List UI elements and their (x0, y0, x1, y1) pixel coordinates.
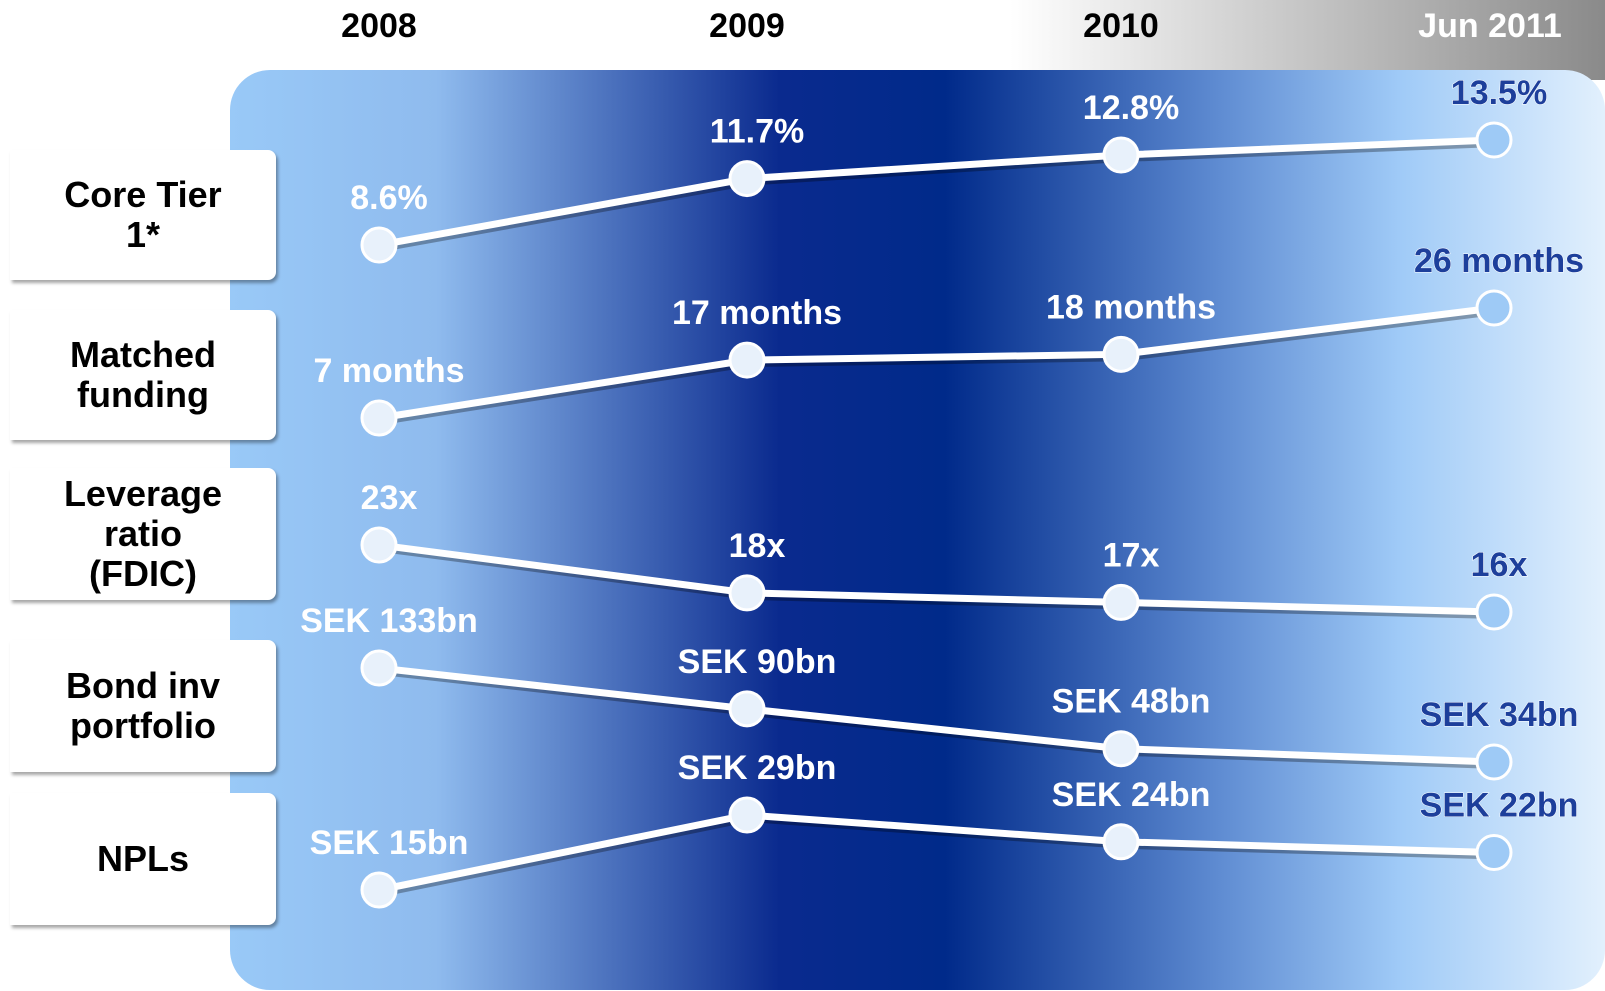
value-label: 23x (361, 479, 418, 517)
marker (360, 649, 398, 687)
panel (230, 70, 1605, 990)
marker (728, 690, 766, 728)
marker (728, 796, 766, 834)
marker (1475, 289, 1513, 327)
row-label: Leverage ratio (FDIC) (10, 468, 276, 600)
value-label: SEK 24bn (1052, 776, 1211, 814)
line (378, 304, 1495, 422)
marker (728, 160, 766, 198)
column-header: Jun 2011 (1418, 7, 1562, 45)
value-label: 8.6% (350, 179, 428, 217)
value-label: SEK 34bn (1420, 696, 1579, 734)
marker (360, 526, 398, 564)
value-label: 11.7% (710, 113, 805, 151)
background-photo (1010, 0, 1605, 80)
marker (728, 574, 766, 612)
value-label: 17 months (672, 294, 842, 332)
marker (1475, 593, 1513, 631)
marker (1475, 743, 1513, 781)
row-label: Bond inv portfolio (10, 640, 276, 772)
line (378, 664, 1495, 766)
marker (360, 226, 398, 264)
marker (1102, 730, 1140, 768)
marker (1475, 834, 1513, 871)
marker (1102, 823, 1140, 861)
value-label: SEK 15bn (310, 824, 469, 862)
line (378, 811, 1495, 894)
row-label: NPLs (10, 793, 276, 925)
column-header: 2008 (341, 7, 417, 45)
marker (1102, 583, 1140, 621)
value-label: 26 months (1414, 242, 1584, 280)
value-label: SEK 133bn (300, 602, 478, 640)
value-label: 7 months (313, 352, 464, 390)
value-label: 17x (1103, 536, 1160, 574)
marker (360, 871, 398, 909)
line (378, 136, 1495, 249)
line (378, 541, 1495, 616)
column-header: 2010 (1083, 7, 1159, 45)
row-label: Matched funding (10, 310, 276, 440)
value-label: 18 months (1046, 288, 1216, 326)
value-label: 16x (1471, 546, 1528, 584)
value-label: SEK 22bn (1420, 786, 1579, 824)
value-label: 13.5% (1451, 74, 1547, 112)
value-label: SEK 48bn (1052, 683, 1211, 721)
column-header: 2009 (709, 7, 785, 45)
row-label: Core Tier 1* (10, 150, 276, 280)
value-label: SEK 29bn (678, 749, 837, 787)
value-label: SEK 90bn (678, 643, 837, 681)
marker (1102, 335, 1140, 373)
value-label: 18x (729, 527, 786, 565)
value-label: 12.8% (1083, 89, 1179, 127)
marker (1102, 136, 1140, 174)
marker (728, 341, 766, 379)
marker (1475, 121, 1513, 159)
marker (360, 399, 398, 437)
